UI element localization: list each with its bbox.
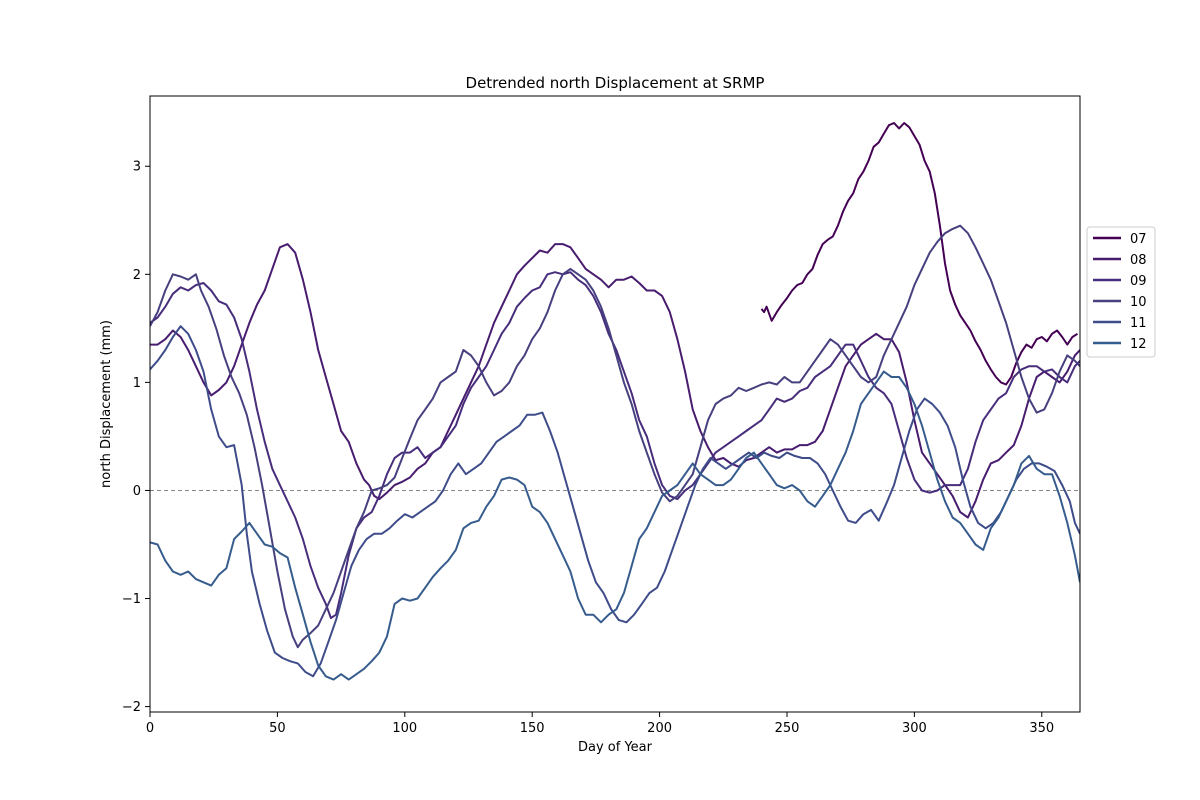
x-tick-label: 150	[520, 721, 545, 736]
x-tick-label: 250	[775, 721, 800, 736]
series-group	[150, 122, 1080, 681]
series-line-08	[150, 243, 1080, 519]
plot-frame	[149, 95, 1081, 713]
y-tick-label: 2	[133, 268, 141, 283]
y-tick-label: −1	[122, 592, 141, 607]
legend-label-08: 08	[1130, 253, 1147, 268]
x-tick-label: 100	[392, 721, 417, 736]
plot-area	[149, 95, 1081, 713]
y-tick-label: 1	[133, 376, 141, 391]
x-axis: 0 50 100 150 200 250 300 350	[146, 712, 1054, 736]
x-tick-label: 0	[146, 721, 154, 736]
y-tick-label: 3	[133, 160, 141, 175]
legend: 07 08 09 10 11 12	[1086, 226, 1156, 358]
legend-label-10: 10	[1130, 295, 1147, 310]
legend-label-12: 12	[1130, 337, 1147, 352]
series-line-10	[150, 224, 1080, 649]
x-tick-label: 300	[902, 721, 927, 736]
y-tick-label: 0	[133, 484, 141, 499]
y-tick-label: −2	[122, 700, 141, 715]
series-line-07	[760, 122, 1079, 386]
legend-label-09: 09	[1130, 274, 1147, 289]
series-line-12	[150, 370, 1080, 681]
x-tick-label: 200	[647, 721, 672, 736]
legend-label-11: 11	[1130, 316, 1147, 331]
chart-title: Detrended north Displacement at SRMP	[466, 74, 765, 92]
x-tick-label: 50	[269, 721, 286, 736]
y-axis-label: north Displacement (mm)	[99, 320, 114, 488]
y-axis: −2 −1 0 1 2 3	[122, 160, 150, 715]
x-tick-label: 350	[1029, 721, 1054, 736]
series-line-11	[150, 325, 1080, 678]
legend-label-07: 07	[1130, 232, 1147, 247]
x-axis-label: Day of Year	[578, 740, 653, 755]
